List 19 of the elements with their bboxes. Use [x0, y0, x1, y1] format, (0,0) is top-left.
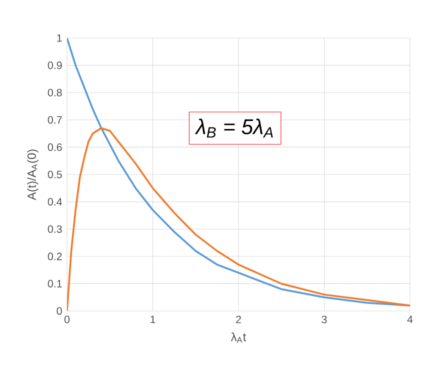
y-tick-label: 0.3	[48, 225, 62, 233]
y-tick-label: 0.2	[48, 252, 62, 260]
y-axis-title: A(t)/A$_{A}$(0)	[27, 150, 38, 200]
x-tick-label: 3	[322, 316, 327, 324]
y-tick-label: 0.8	[48, 88, 62, 96]
y-tick-label: 0.1	[48, 280, 62, 288]
y-tick-label: 0.9	[48, 62, 62, 70]
x-axis-title: λ$_{A}$t	[230, 332, 246, 342]
y-tick-label: 0.4	[48, 198, 62, 206]
x-tick-label: 4	[407, 316, 413, 324]
x-tick-label: 2	[236, 316, 241, 324]
y-tick-label: 0	[56, 307, 62, 315]
y-tick-label: 1	[57, 34, 62, 42]
y-tick-label: 0.7	[48, 116, 62, 124]
annotation: λ$_{B}$ = 5λ$_{A}$	[194, 118, 273, 138]
x-tick-label: 1	[150, 316, 156, 324]
y-tick-label: 0.5	[48, 170, 62, 178]
y-tick-label: 0.6	[48, 143, 62, 151]
x-tick-label: 0	[64, 316, 70, 324]
